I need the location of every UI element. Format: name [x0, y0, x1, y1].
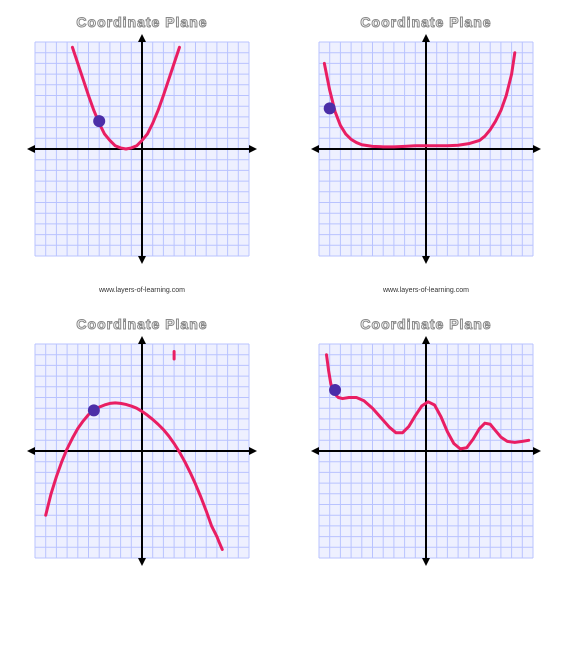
coordinate-plane-svg: [311, 34, 541, 264]
chart-title: Coordinate Plane: [360, 316, 491, 332]
page: Coordinate Plane Coordinate Plane www.la…: [0, 0, 568, 571]
chart-title: Coordinate Plane: [76, 316, 207, 332]
marker-point: [324, 102, 336, 114]
chart-bottom-right: [311, 336, 541, 571]
coordinate-plane-svg: [27, 34, 257, 264]
cell-bottom-right: Coordinate Plane: [311, 302, 541, 571]
chart-top-left: [27, 34, 257, 269]
cell-top-right: Coordinate Plane: [311, 0, 541, 269]
chart-bottom-left: [27, 336, 257, 571]
coordinate-plane-svg: [27, 336, 257, 566]
row-top: Coordinate Plane Coordinate Plane: [0, 0, 568, 269]
attribution: www.layers-of-learning.com: [99, 287, 185, 294]
marker-point: [93, 115, 105, 127]
marker-point: [88, 404, 100, 416]
chart-title: Coordinate Plane: [360, 14, 491, 30]
attrib-row: www.layers-of-learning.com www.layers-of…: [0, 269, 568, 302]
row-bottom: Coordinate Plane Coordinate Plane: [0, 302, 568, 571]
cell-bottom-left: Coordinate Plane: [27, 302, 257, 571]
marker-point: [329, 384, 341, 396]
attribution: www.layers-of-learning.com: [383, 287, 469, 294]
chart-title: Coordinate Plane: [76, 14, 207, 30]
coordinate-plane-svg: [311, 336, 541, 566]
cell-top-left: Coordinate Plane: [27, 0, 257, 269]
chart-top-right: [311, 34, 541, 269]
